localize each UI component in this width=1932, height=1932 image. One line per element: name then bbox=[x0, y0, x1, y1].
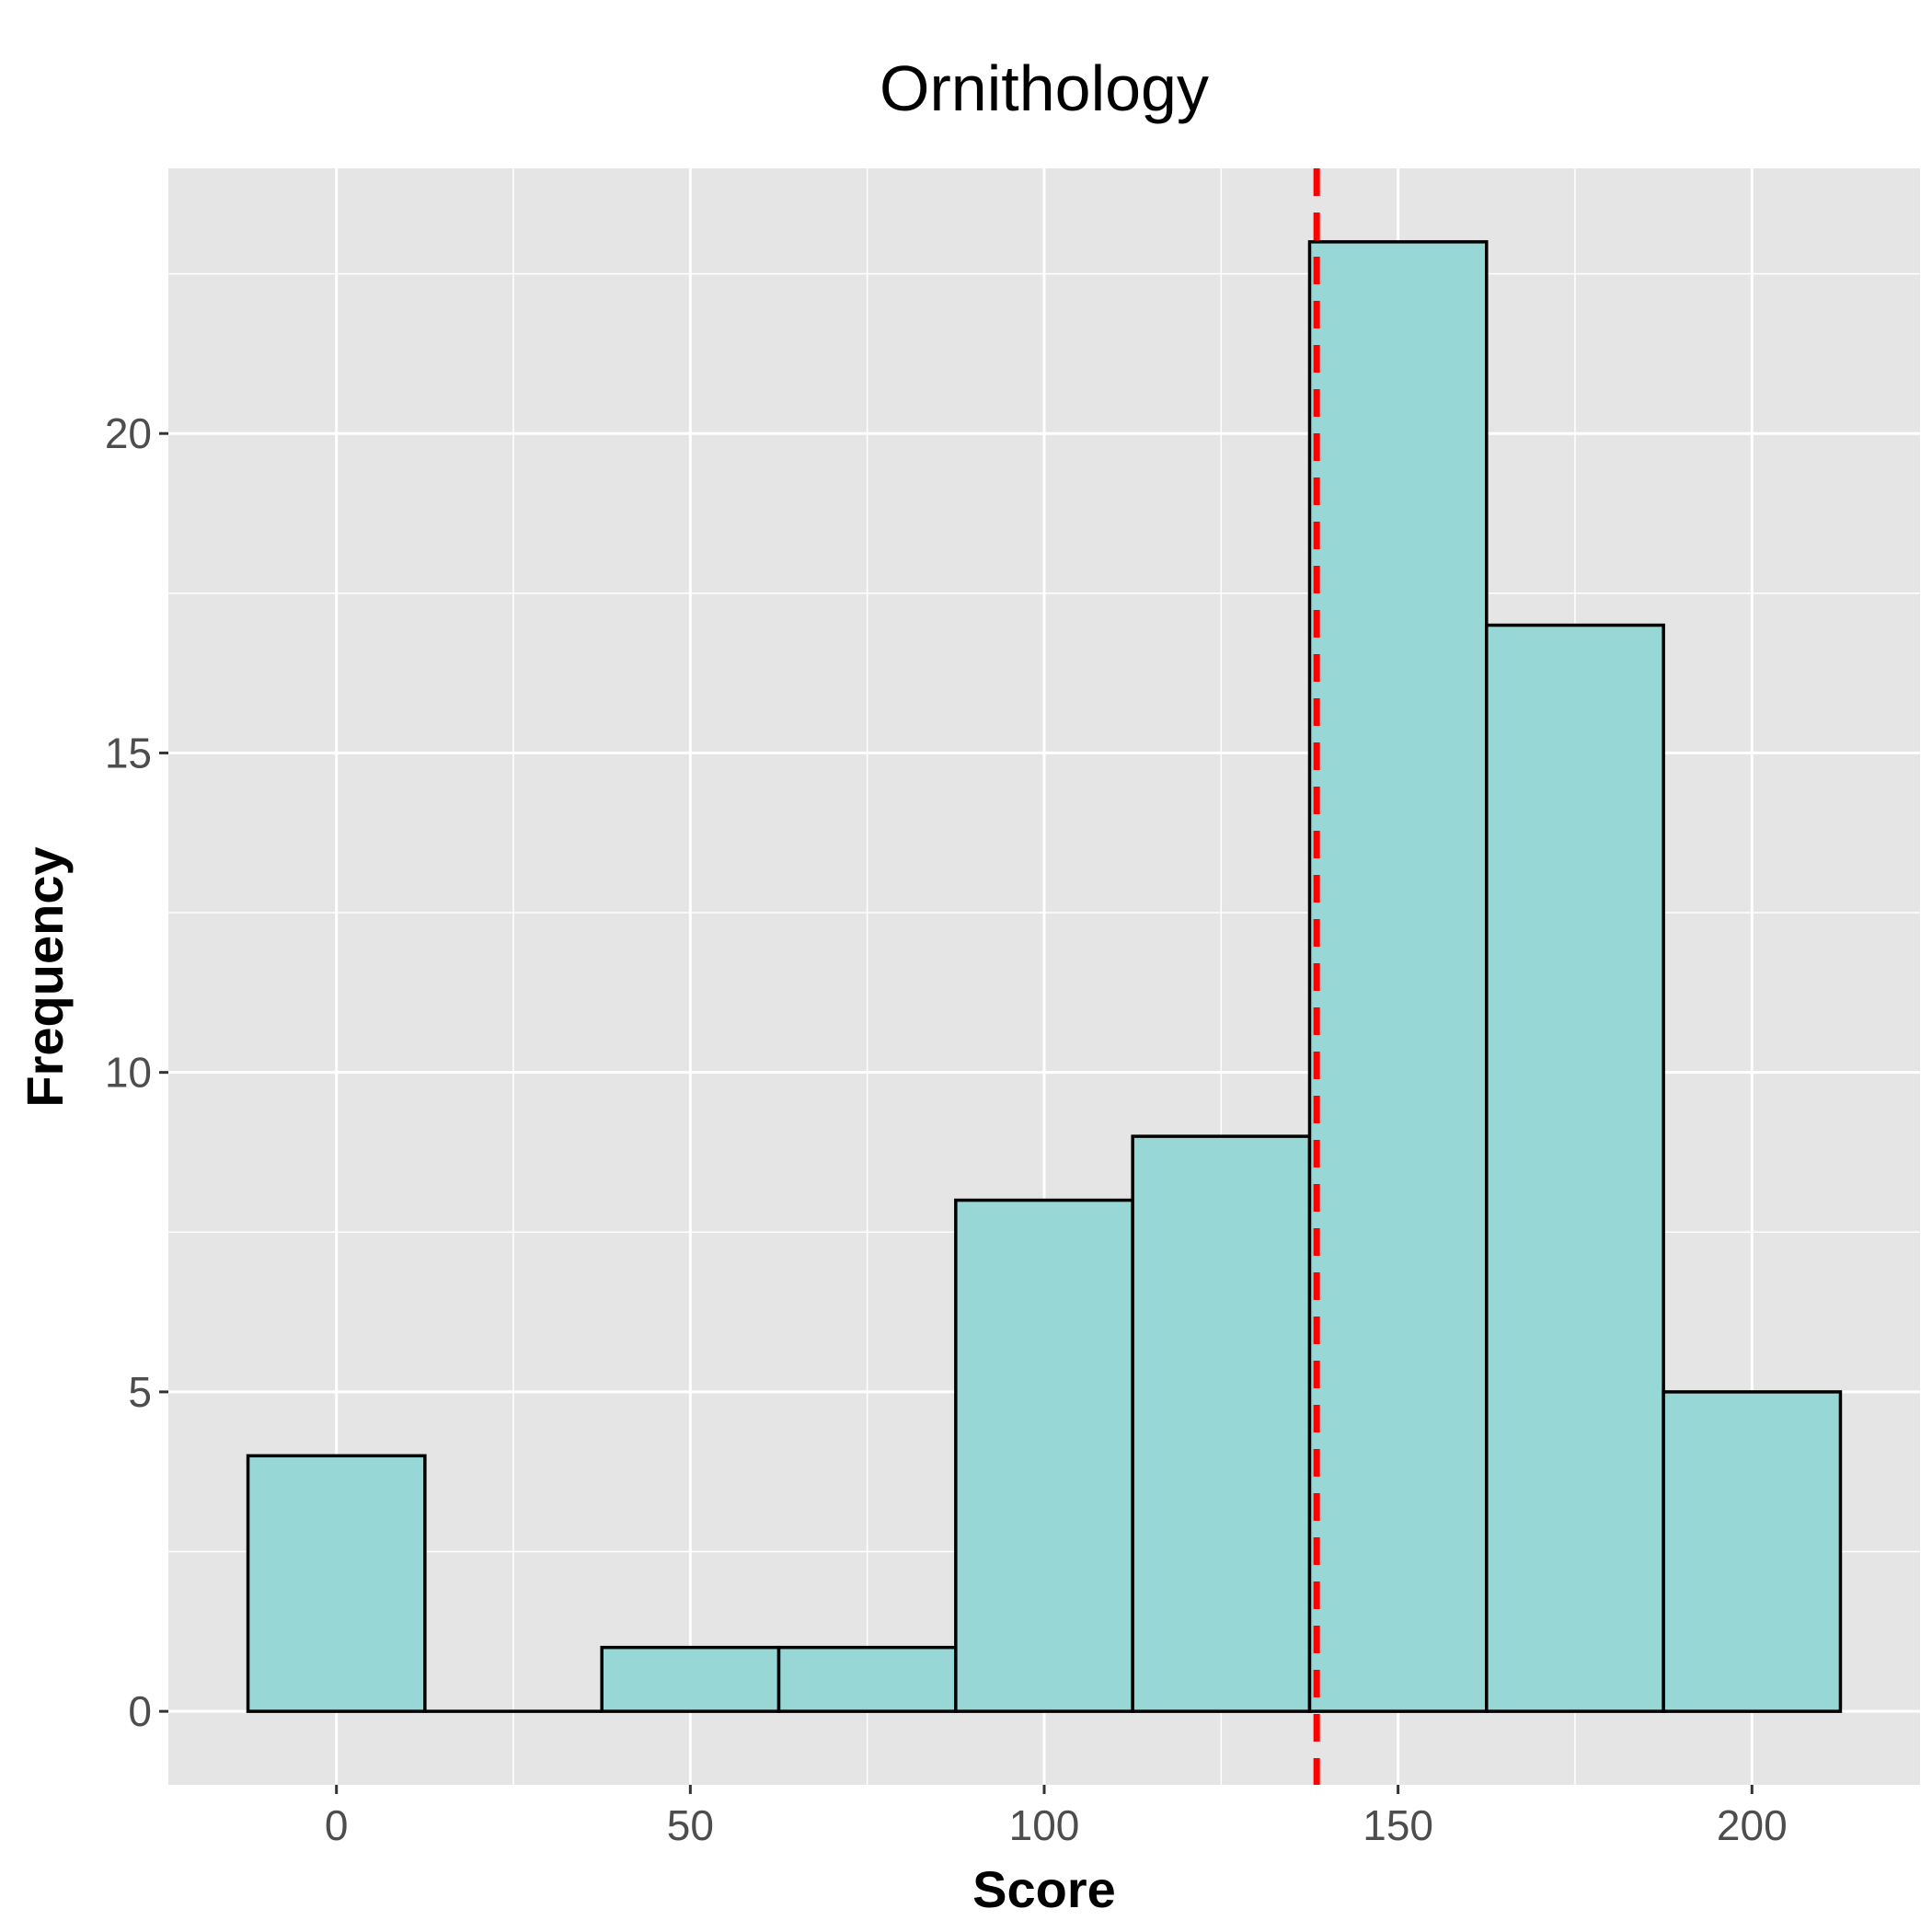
y-tick-label: 20 bbox=[105, 409, 152, 457]
histogram-bar-8 bbox=[1662, 1390, 1843, 1713]
histogram-bar-7 bbox=[1485, 623, 1665, 1713]
histogram-bar-0 bbox=[246, 1454, 427, 1713]
x-tick-label: 100 bbox=[1009, 1801, 1080, 1849]
x-tick-label: 0 bbox=[325, 1801, 349, 1849]
histogram-bar-6 bbox=[1307, 240, 1489, 1713]
y-axis: 0 5 10 15 20 bbox=[105, 409, 168, 1735]
x-axis-title: Score bbox=[972, 1860, 1116, 1918]
histogram-bar-3 bbox=[776, 1645, 958, 1713]
histogram-bars bbox=[246, 240, 1843, 1713]
y-tick-label: 10 bbox=[105, 1049, 152, 1097]
chart-title: Ornithology bbox=[880, 52, 1209, 124]
x-tick-label: 150 bbox=[1363, 1801, 1433, 1849]
histogram-bar-5 bbox=[1131, 1134, 1312, 1713]
x-tick-label: 50 bbox=[667, 1801, 714, 1849]
y-tick-label: 0 bbox=[128, 1687, 152, 1735]
y-axis-title: Frequency bbox=[16, 846, 74, 1107]
histogram-bar-2 bbox=[600, 1645, 781, 1713]
x-tick-label: 200 bbox=[1717, 1801, 1788, 1849]
histogram-bar-4 bbox=[954, 1198, 1134, 1713]
y-tick-label: 15 bbox=[105, 729, 152, 776]
x-axis: 0 50 100 150 200 bbox=[325, 1785, 1788, 1849]
y-tick-label: 5 bbox=[128, 1368, 152, 1416]
